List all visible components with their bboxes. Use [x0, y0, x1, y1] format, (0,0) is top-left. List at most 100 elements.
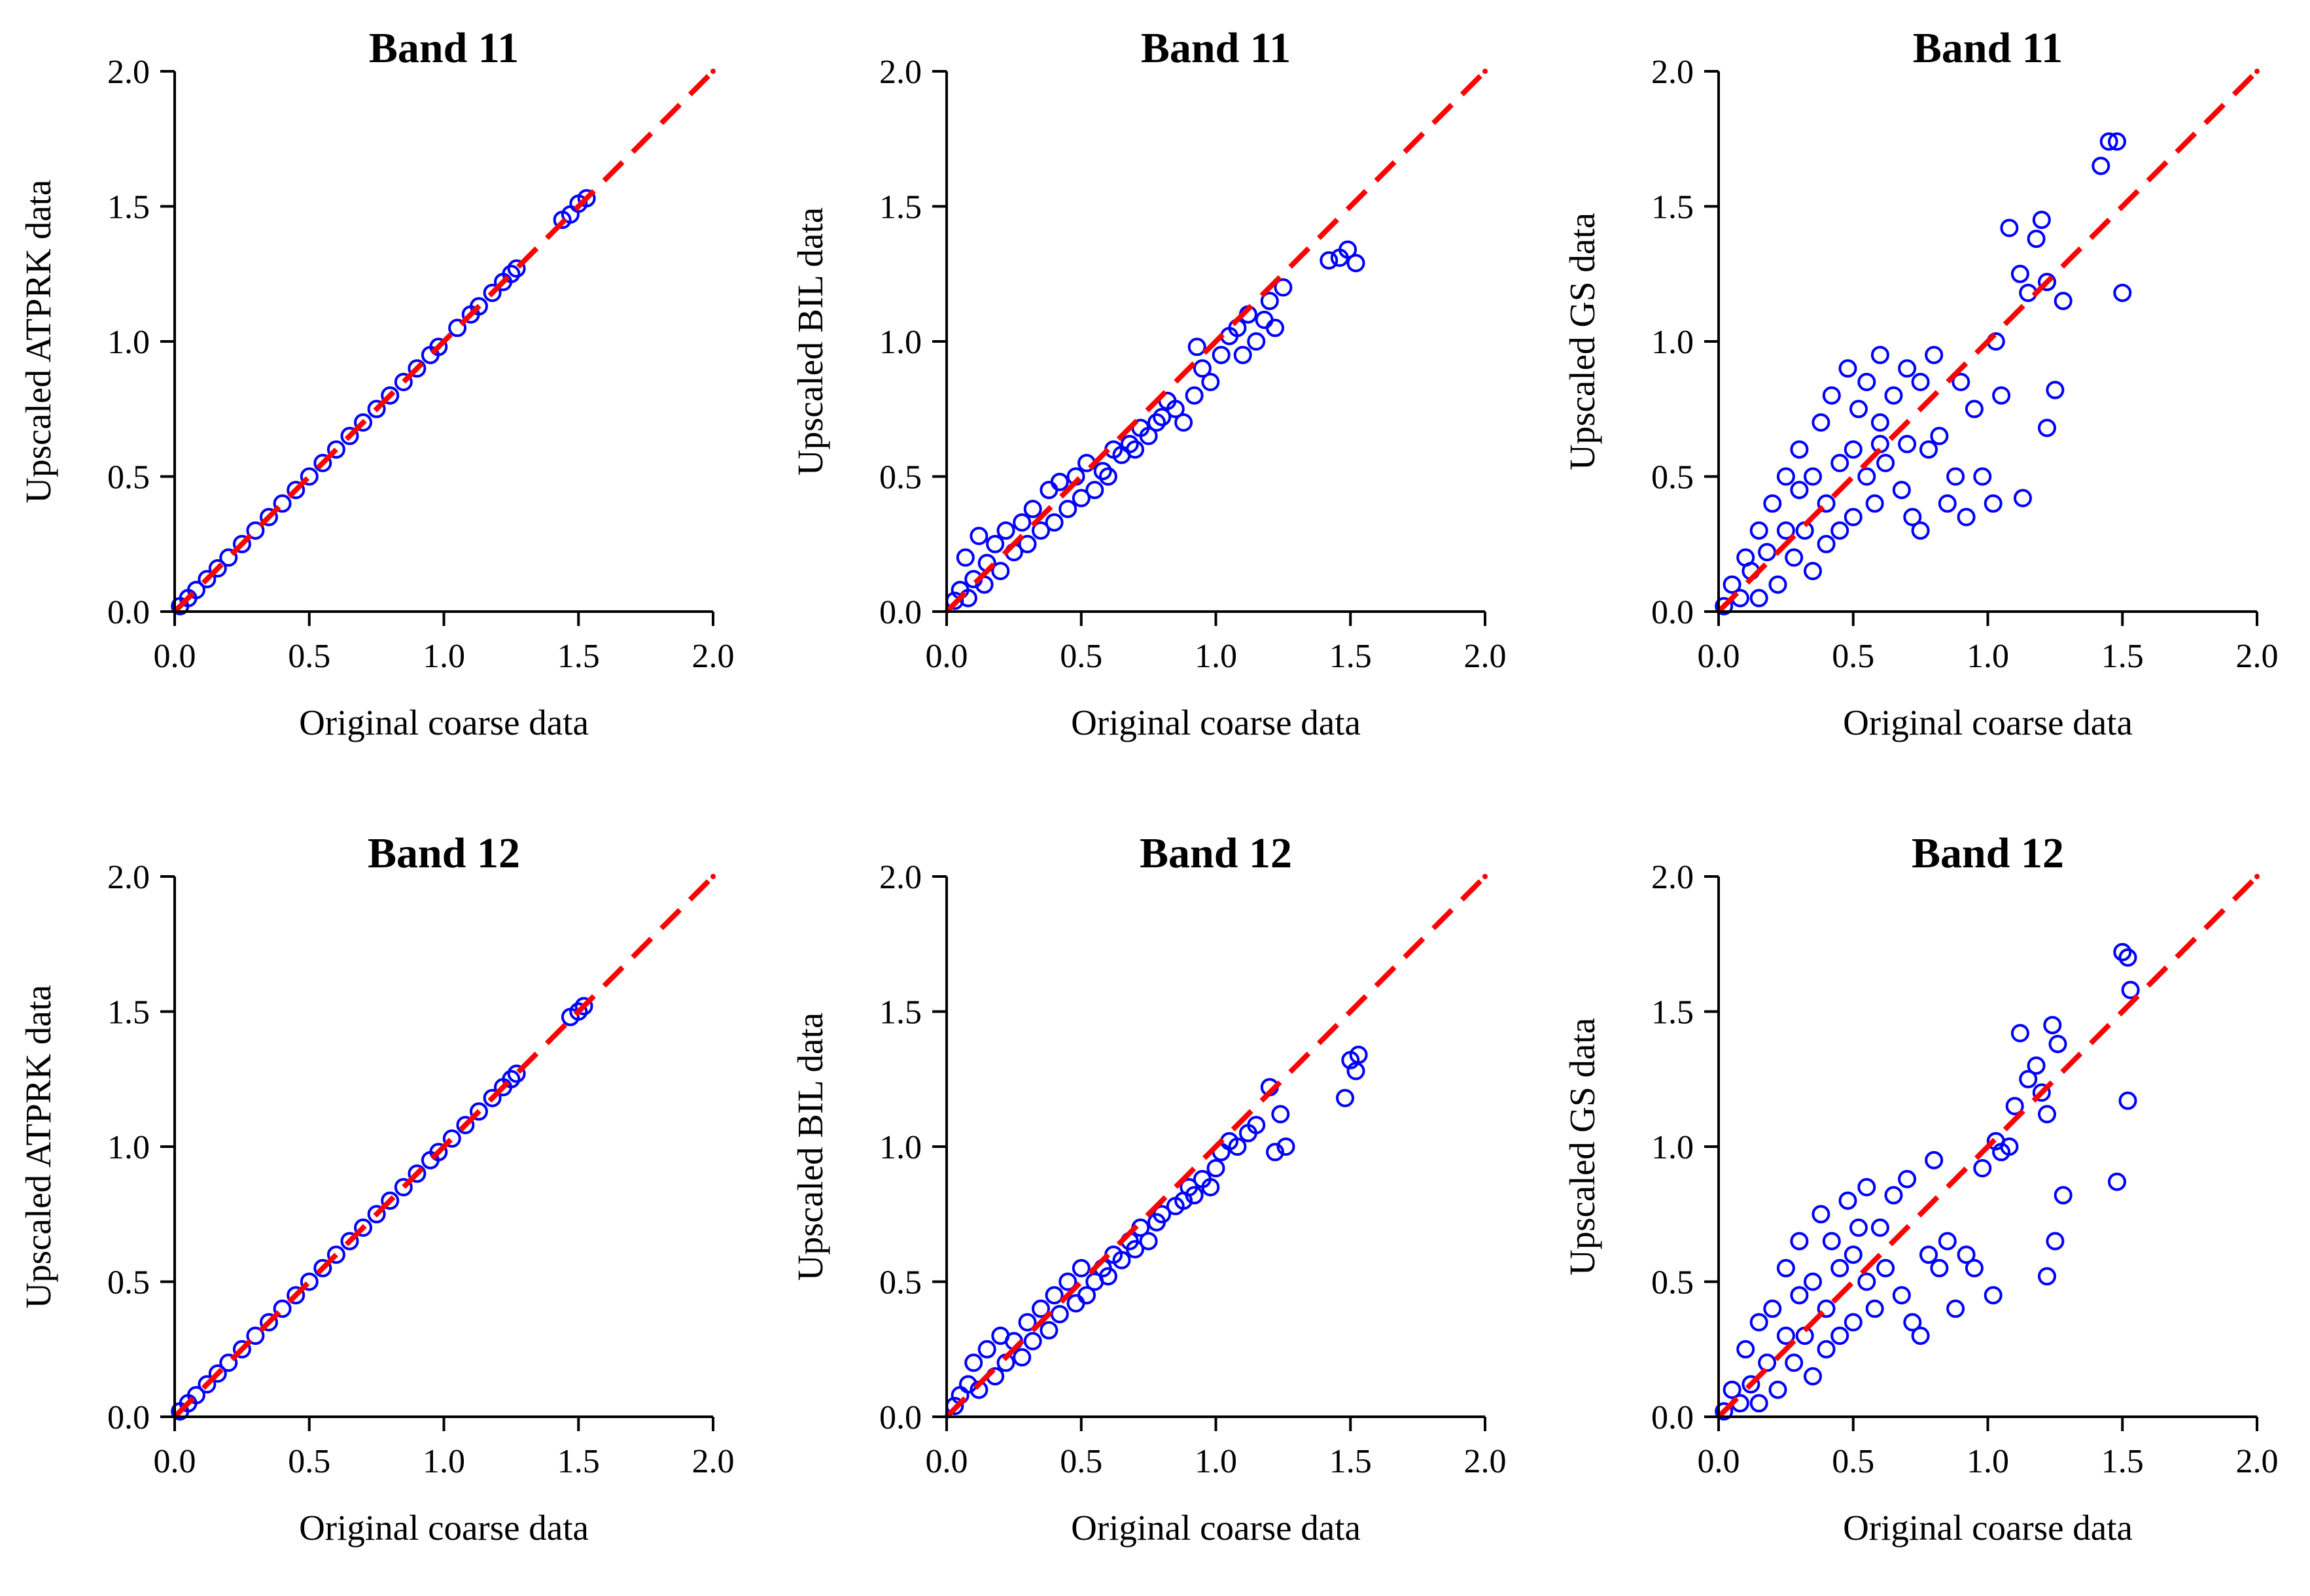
data-point — [1849, 400, 1868, 419]
data-point — [502, 264, 521, 283]
x-tick-label: 2.0 — [692, 638, 735, 675]
y-tick-label: 0.0 — [1651, 594, 1694, 631]
y-tick-label: 1.0 — [1651, 1129, 1694, 1166]
data-point — [977, 1340, 996, 1359]
data-point — [1925, 1151, 1944, 1170]
data-point — [2046, 381, 2065, 400]
data-point — [2121, 980, 2140, 999]
data-point — [1844, 1245, 1863, 1264]
y-tick-label: 2.0 — [1651, 54, 1694, 91]
y-tick-label: 0.0 — [107, 1399, 150, 1436]
data-point — [186, 1386, 205, 1404]
y-axis-label: Upscaled GS data — [1562, 1018, 1602, 1275]
data-point — [219, 548, 238, 567]
data-point — [1185, 386, 1204, 405]
data-point — [1715, 1402, 1734, 1421]
data-point — [507, 1064, 526, 1083]
data-point — [1884, 1186, 1903, 1205]
x-tick-label: 0.5 — [288, 638, 330, 675]
data-point — [367, 1205, 386, 1224]
y-tick-label: 2.0 — [879, 54, 922, 91]
data-point — [1174, 413, 1193, 432]
data-point — [1758, 1353, 1777, 1372]
data-point — [2118, 1091, 2137, 1110]
x-tick-label: 1.0 — [1195, 1443, 1237, 1480]
data-point — [1072, 1258, 1091, 1277]
x-tick-label: 1.0 — [423, 638, 465, 675]
data-point — [1984, 494, 2003, 513]
x-tick-label: 1.5 — [2101, 638, 2144, 675]
x-tick-label: 2.0 — [1464, 1443, 1507, 1480]
x-tick-label: 0.0 — [926, 1443, 968, 1480]
data-point — [1120, 434, 1139, 453]
data-point — [1892, 1286, 1911, 1305]
data-point — [1992, 386, 2011, 405]
data-point — [1059, 1272, 1077, 1291]
data-point — [1898, 434, 1917, 453]
data-point — [1201, 373, 1220, 391]
data-point — [246, 521, 265, 540]
data-point — [1903, 508, 1922, 527]
y-tick-label: 1.5 — [879, 994, 922, 1032]
data-point — [1040, 481, 1059, 500]
data-point — [246, 1327, 265, 1345]
data-point — [1018, 1313, 1037, 1332]
data-point — [2048, 1035, 2067, 1054]
data-point — [313, 453, 332, 472]
x-tick-label: 0.5 — [1832, 638, 1874, 675]
data-point — [1811, 1205, 1830, 1224]
data-point — [1763, 494, 1782, 513]
data-point — [442, 1129, 461, 1148]
data-point — [1930, 426, 1949, 445]
data-point — [991, 562, 1010, 580]
y-tick-label: 1.5 — [107, 994, 150, 1032]
data-point — [1830, 521, 1849, 540]
data-point — [186, 581, 205, 599]
data-point — [1830, 1327, 1849, 1345]
data-point — [470, 1102, 488, 1121]
data-point — [198, 1375, 217, 1394]
reference-line — [945, 69, 1487, 614]
data-point — [2005, 1097, 2024, 1115]
data-point — [381, 1191, 400, 1210]
y-axis-label: Upscaled BIL data — [790, 1013, 830, 1281]
data-point — [2032, 1083, 2051, 1102]
data-point — [394, 1178, 413, 1196]
data-point — [1911, 373, 1930, 391]
data-point — [1830, 453, 1849, 472]
data-point — [996, 521, 1015, 540]
x-tick-label: 0.0 — [154, 638, 196, 675]
data-point — [470, 297, 488, 316]
data-point — [1741, 1375, 1760, 1394]
scatter-panel: 0.0 0.5 1.0 1.5 2.0 0.0 0.5 1.0 1.5 2.0 Band 11 Ori… — [790, 24, 1507, 742]
data-point — [1013, 513, 1032, 532]
data-point — [1212, 345, 1231, 364]
data-point — [456, 1116, 475, 1134]
data-point — [1153, 408, 1172, 426]
data-point — [1965, 1258, 1984, 1277]
data-point — [1093, 462, 1112, 481]
data-point — [1749, 1394, 1768, 1413]
data-point — [1790, 481, 1809, 500]
x-axis-label: Original coarse data — [299, 1508, 589, 1548]
data-point — [1768, 575, 1787, 594]
data-point — [219, 1353, 238, 1372]
x-tick-label: 1.5 — [2101, 1443, 2144, 1480]
data-point — [1077, 1286, 1096, 1305]
data-point — [1844, 508, 1863, 527]
data-point — [1187, 338, 1206, 356]
data-point — [1919, 1245, 1938, 1264]
x-tick-label: 1.5 — [557, 638, 600, 675]
data-point — [483, 1088, 502, 1107]
data-point — [1098, 1267, 1117, 1286]
data-point — [1898, 359, 1917, 378]
data-point — [1804, 467, 1822, 486]
data-point — [1785, 548, 1804, 567]
data-point — [1938, 494, 1957, 513]
data-point — [577, 189, 596, 208]
panel-title: Band 11 — [1141, 24, 1291, 72]
data-point — [1336, 1088, 1354, 1107]
data-point — [1790, 1232, 1809, 1251]
data-point — [2038, 1267, 2056, 1286]
x-axis-label: Original coarse data — [1843, 703, 2133, 742]
